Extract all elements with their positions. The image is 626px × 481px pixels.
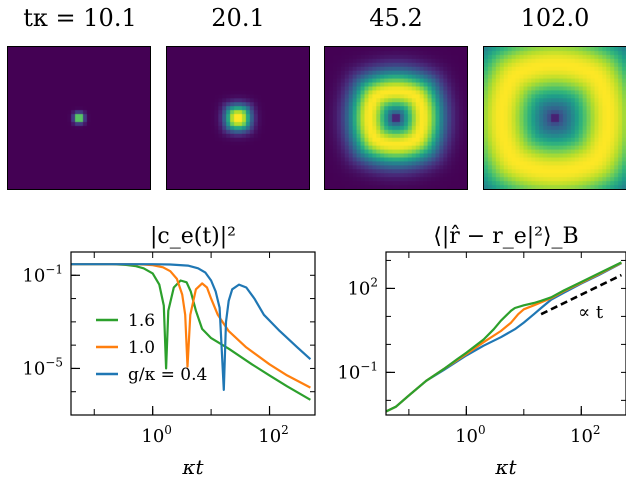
- series-line-0: [386, 262, 622, 413]
- heatmap-title-0: tκ = 10.1: [23, 4, 137, 32]
- series-line-2: [386, 261, 622, 413]
- series-line-2: [71, 263, 312, 391]
- series-line-3: [540, 273, 622, 316]
- x-tick-label-0: 100: [141, 423, 172, 447]
- legend-label-2: g/κ = 0.4: [128, 365, 207, 385]
- y-tick-label-0: 10−1: [22, 262, 63, 286]
- y-tick-label-0: 102: [347, 275, 378, 299]
- heatmap-title-3: 102.0: [520, 4, 590, 32]
- heatmap-0: [7, 46, 151, 190]
- series-line-1: [386, 261, 622, 413]
- x-tick-label-1: 102: [570, 423, 601, 447]
- heatmap-title-2: 45.2: [369, 4, 423, 32]
- chart-title: ⟨|r̂ − r_e|²⟩_B: [433, 224, 578, 249]
- legend-label-0: 1.6: [128, 311, 155, 331]
- msd-chart: ⟨|r̂ − r_e|²⟩_B 100 102 102 10−1 κt ∝ t: [337, 224, 626, 479]
- x-axis-label: κt: [181, 455, 204, 479]
- series-line-0: [71, 263, 311, 401]
- x-tick-label-0: 100: [455, 423, 486, 447]
- x-tick-label-1: 102: [258, 423, 289, 447]
- proportional-annotation: ∝ t: [578, 302, 604, 323]
- heatmap-1: [166, 46, 310, 190]
- y-tick-label-1: 10−5: [22, 355, 63, 379]
- chart-title: |c_e(t)|²: [150, 224, 236, 249]
- heatmap-3: [483, 46, 626, 190]
- y-tick-label-1: 10−1: [337, 359, 378, 383]
- plot-frame: [385, 251, 626, 416]
- series-line-1: [71, 263, 311, 389]
- plot-frame: [70, 251, 316, 416]
- x-axis-label: κt: [494, 455, 517, 479]
- heatmap-title-1: 20.1: [211, 4, 265, 32]
- legend-label-1: 1.0: [128, 338, 155, 358]
- heatmap-2: [324, 46, 468, 190]
- excited-population-chart: |c_e(t)|² 100 102 10−1 10−5 κt 1.6 1.0 g/κ = 0.4: [22, 224, 316, 479]
